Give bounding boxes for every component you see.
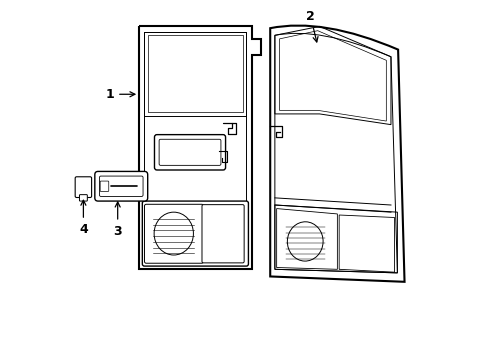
PathPatch shape	[270, 26, 404, 282]
FancyBboxPatch shape	[95, 171, 147, 201]
FancyBboxPatch shape	[80, 195, 87, 201]
Text: 2: 2	[305, 10, 317, 42]
FancyBboxPatch shape	[144, 204, 203, 263]
FancyBboxPatch shape	[142, 201, 248, 266]
Ellipse shape	[287, 222, 323, 261]
PathPatch shape	[139, 26, 260, 269]
FancyBboxPatch shape	[202, 204, 244, 263]
Text: 1: 1	[105, 88, 135, 101]
FancyBboxPatch shape	[159, 139, 221, 165]
Text: 4: 4	[79, 200, 87, 236]
Ellipse shape	[154, 212, 193, 255]
FancyBboxPatch shape	[99, 176, 143, 197]
FancyBboxPatch shape	[100, 181, 108, 192]
FancyBboxPatch shape	[154, 135, 225, 170]
FancyBboxPatch shape	[75, 177, 91, 198]
Text: 3: 3	[113, 202, 122, 238]
